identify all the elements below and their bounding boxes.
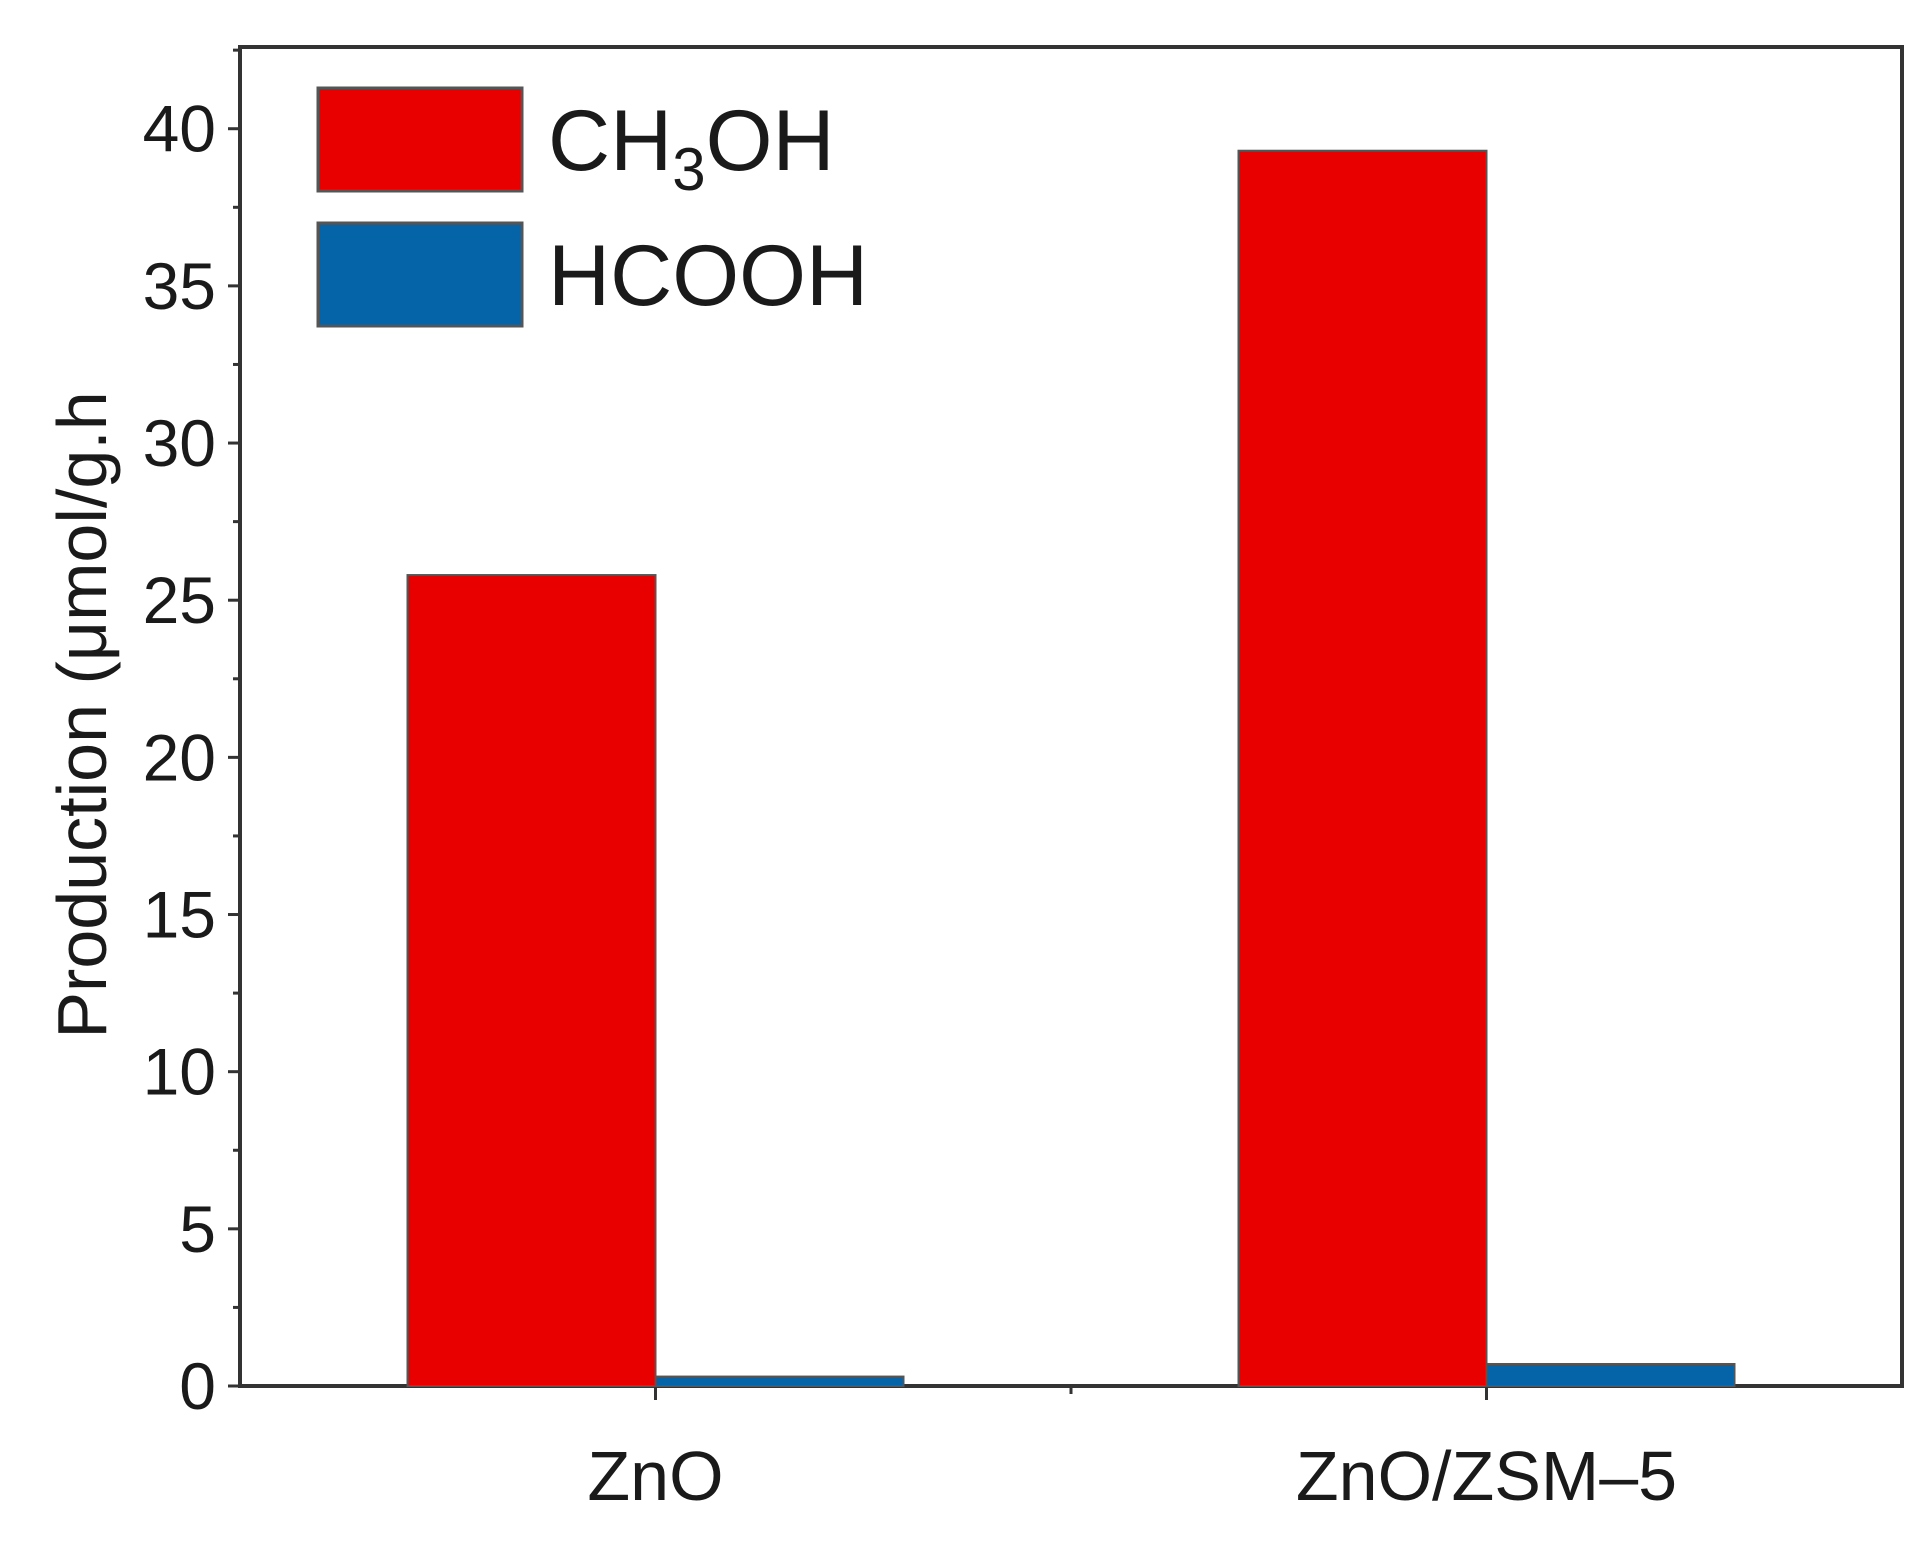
- y-axis-title: Production (μmol/g.h: [43, 391, 121, 1038]
- y-tick-label: 10: [143, 1035, 216, 1109]
- bars: [406, 149, 1736, 1388]
- y-tick-label: 15: [143, 878, 216, 952]
- bar-ch3oh-0: [406, 574, 657, 1387]
- y-tick-label: 5: [179, 1192, 216, 1266]
- legend-label-ch3oh: CH3OH: [548, 93, 835, 203]
- y-axis: 0 5 10 15 20 25 30 35 40: [143, 48, 240, 1423]
- y-tick-label: 0: [179, 1349, 216, 1423]
- y-tick-label: 20: [143, 720, 216, 794]
- legend-label-hcooh: HCOOH: [548, 228, 868, 324]
- bar-hcooh-1: [1485, 1362, 1736, 1388]
- x-tick-label: ZnO: [587, 1437, 723, 1515]
- bar-ch3oh-1: [1237, 149, 1488, 1388]
- x-tick-label: ZnO/ZSM–5: [1296, 1437, 1677, 1515]
- y-tick-label: 35: [143, 249, 216, 323]
- legend-swatch-ch3oh: [316, 86, 524, 193]
- y-tick-label: 30: [143, 406, 216, 480]
- legend-swatch-hcooh: [316, 221, 524, 328]
- y-tick-label: 40: [143, 92, 216, 166]
- x-axis: ZnO ZnO/ZSM–5: [587, 1386, 1677, 1515]
- y-tick-label: 25: [143, 563, 216, 637]
- bar-hcooh-0: [654, 1375, 905, 1388]
- legend: CH3OH HCOOH: [316, 86, 868, 328]
